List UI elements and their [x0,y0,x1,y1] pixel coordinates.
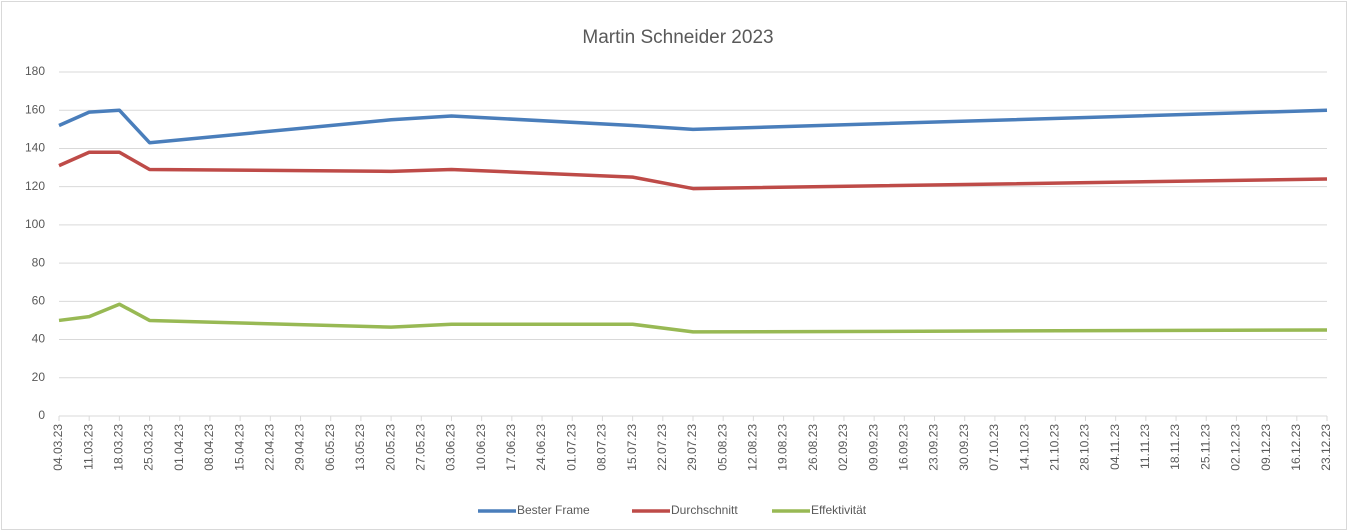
x-tick-label: 09.09.23 [866,424,880,471]
x-tick-label: 05.08.23 [715,424,729,471]
x-tick-label: 25.11.23 [1198,424,1212,470]
y-tick-label: 180 [25,64,45,78]
x-tick-label: 15.07.23 [625,424,639,471]
x-tick-label: 02.09.23 [836,424,850,471]
y-tick-label: 40 [32,332,46,346]
y-tick-label: 120 [25,179,45,193]
x-tick-label: 24.06.23 [534,424,548,471]
x-tick-label: 18.03.23 [112,424,126,471]
y-tick-label: 140 [25,141,45,155]
y-tick-label: 80 [32,255,46,269]
x-tick-label: 07.10.23 [987,424,1001,471]
series-line [58,150,1328,191]
x-tick-label: 21.10.23 [1047,424,1061,471]
x-tick-label: 13.05.23 [353,424,367,471]
x-tick-label: 08.07.23 [595,424,609,471]
x-tick-label: 15.04.23 [232,424,246,471]
y-tick-label: 20 [32,370,46,384]
legend-label: Effektivität [811,503,867,517]
x-tick-label: 02.12.23 [1229,424,1243,471]
x-tick-label: 06.05.23 [323,424,337,471]
x-tick-label: 27.05.23 [413,424,427,471]
y-tick-label: 0 [38,408,45,422]
x-tick-label: 19.08.23 [776,424,790,471]
x-tick-label: 23.12.23 [1319,424,1333,471]
x-tick-label: 09.12.23 [1259,424,1273,471]
y-tick-label: 100 [25,217,45,231]
series-line [58,302,1328,334]
y-tick-label: 60 [32,294,46,308]
chart-title: Martin Schneider 2023 [582,27,773,48]
x-tick-label: 11.03.23 [81,424,95,470]
x-tick-label: 16.12.23 [1289,424,1303,471]
x-tick-label: 29.07.23 [685,424,699,471]
series-line [58,108,1328,145]
x-tick-label: 04.11.23 [1108,424,1122,470]
x-tick-label: 23.09.23 [927,424,941,471]
x-tick-label: 11.11.23 [1138,424,1152,469]
x-tick-label: 12.08.23 [746,424,760,471]
x-tick-label: 03.06.23 [444,424,458,471]
x-tick-label: 26.08.23 [806,424,820,471]
y-tick-label: 160 [25,102,45,116]
x-tick-label: 20.05.23 [383,424,397,471]
x-tick-label: 10.06.23 [474,424,488,471]
legend-label: Durchschnitt [671,503,738,517]
x-tick-label: 22.04.23 [263,424,277,471]
x-tick-label: 28.10.23 [1078,424,1092,471]
x-tick-label: 22.07.23 [655,424,669,471]
x-tick-label: 30.09.23 [957,424,971,471]
x-tick-label: 01.04.23 [172,424,186,471]
x-tick-label: 29.04.23 [293,424,307,471]
x-tick-label: 16.09.23 [897,424,911,471]
legend-label: Bester Frame [517,503,590,517]
x-tick-label: 17.06.23 [504,424,518,471]
x-tick-label: 01.07.23 [564,424,578,471]
x-tick-label: 25.03.23 [142,424,156,471]
x-tick-label: 14.10.23 [1017,424,1031,471]
x-tick-label: 08.04.23 [202,424,216,471]
x-tick-label: 18.11.23 [1168,424,1182,470]
x-tick-label: 04.03.23 [51,424,65,471]
